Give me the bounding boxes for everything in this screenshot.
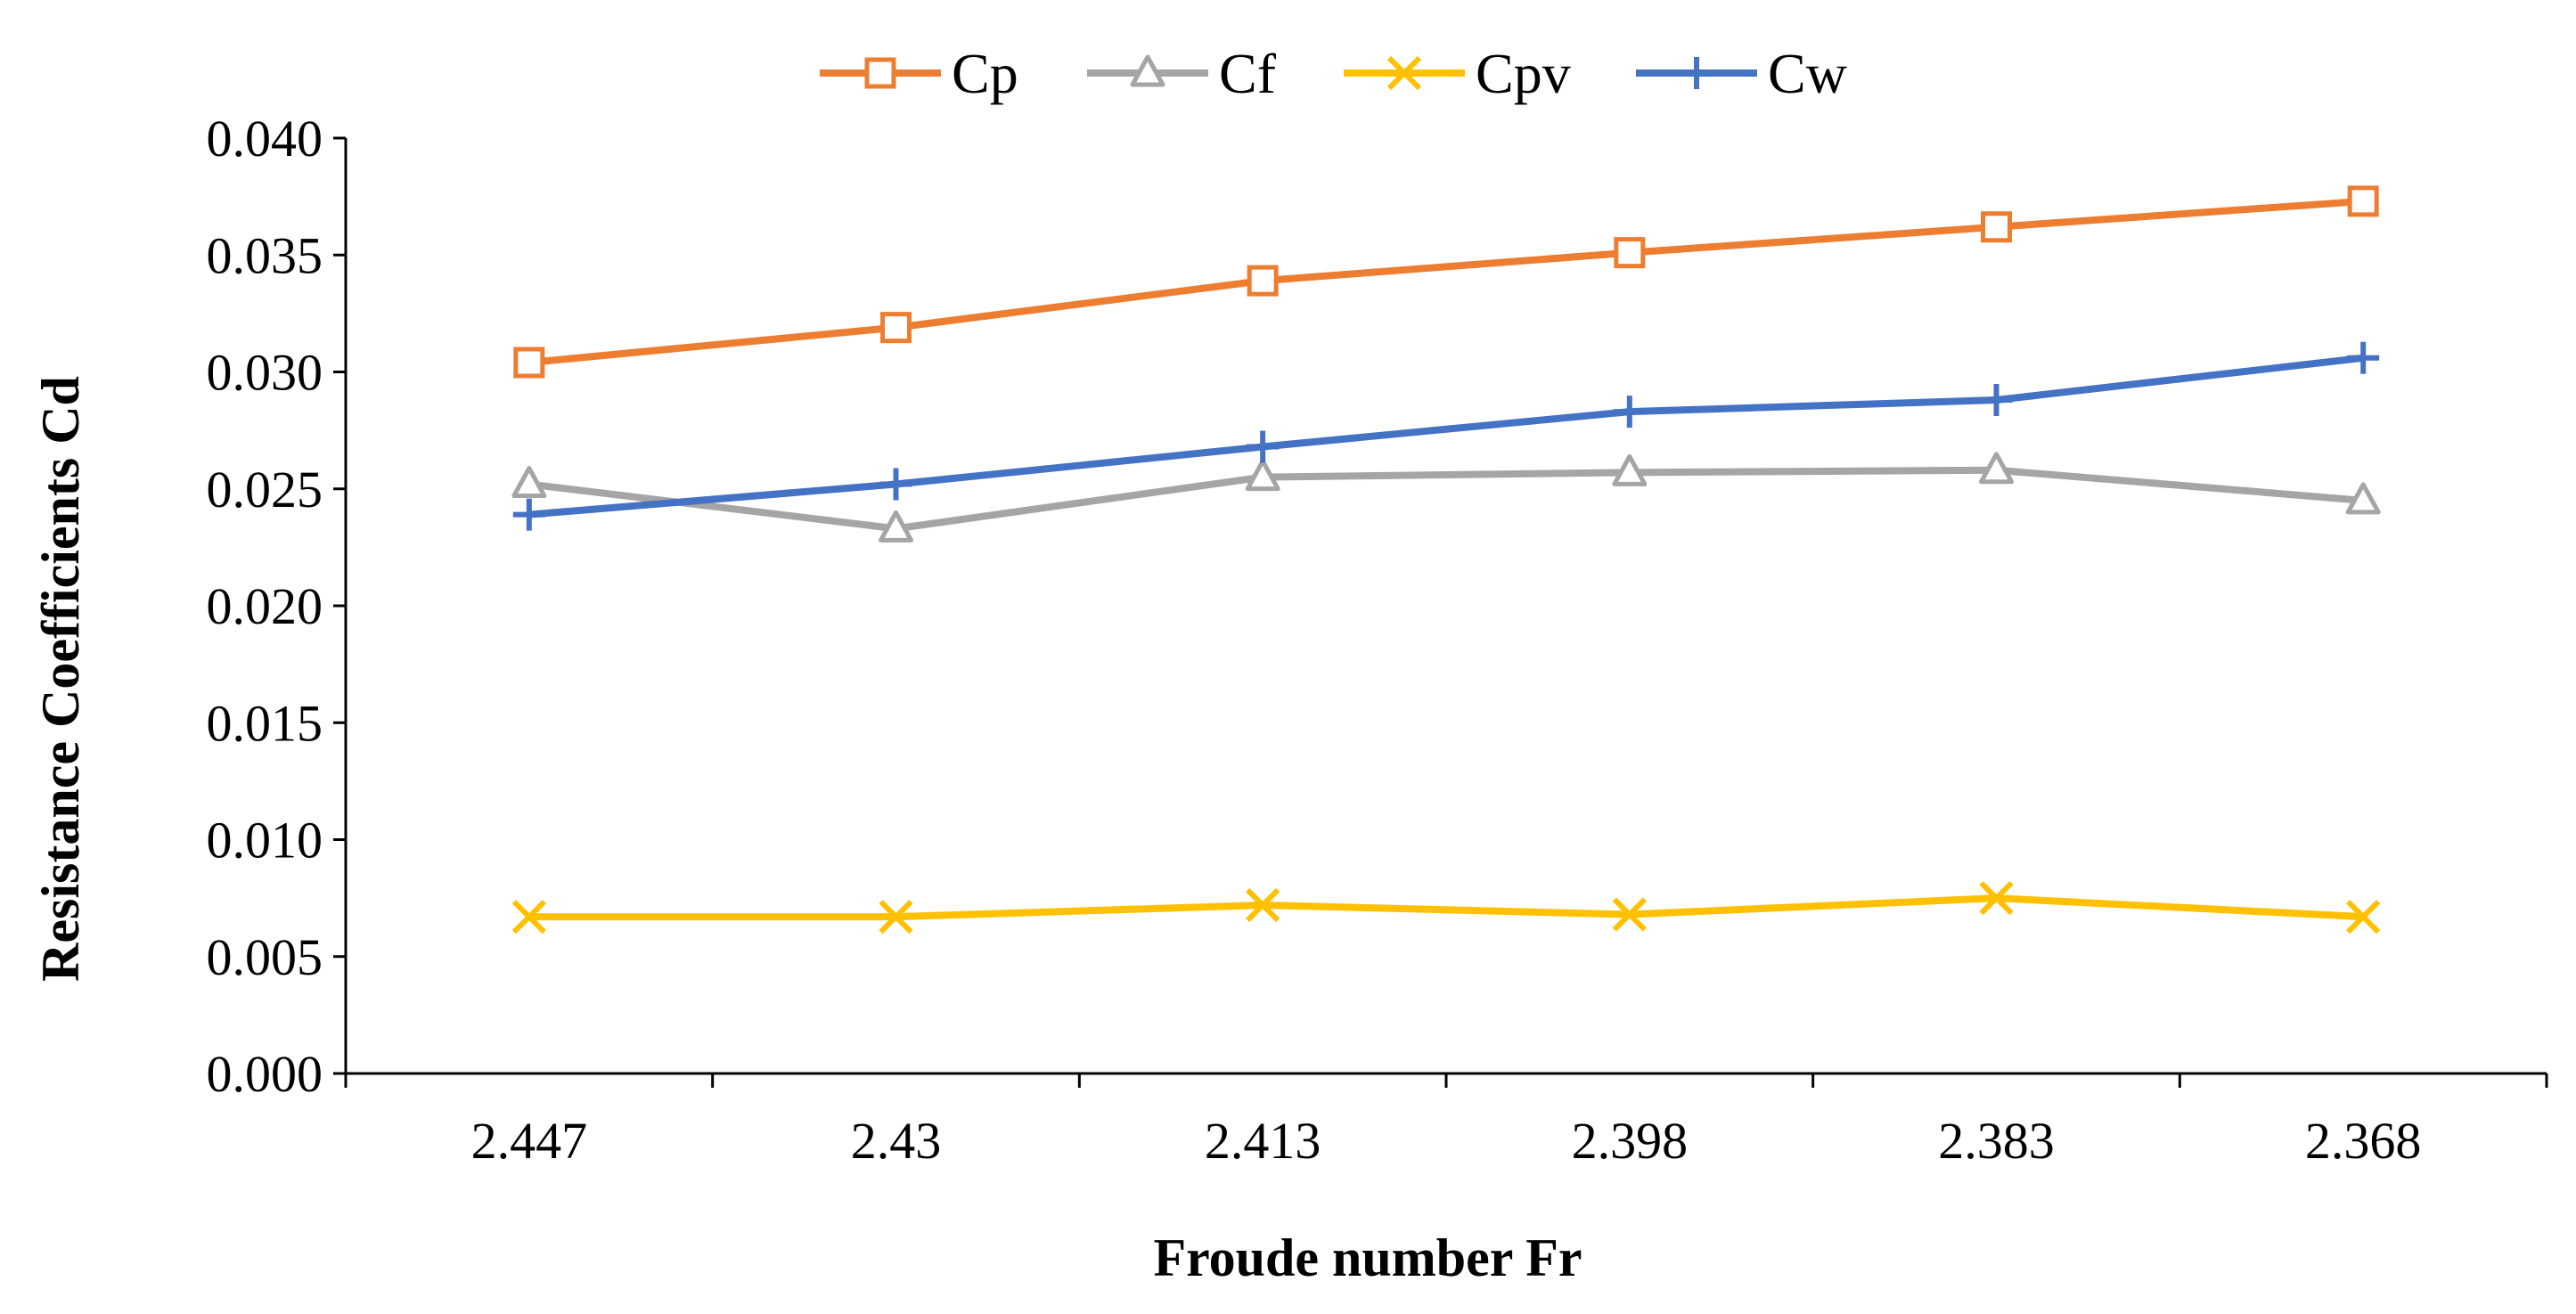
data-point-cp	[513, 347, 545, 379]
data-point-cpv	[511, 900, 546, 934]
legend-label-cpv: Cpv	[1476, 42, 1571, 105]
data-point-cpv	[879, 900, 913, 934]
y-tick-label: 0.005	[207, 928, 323, 986]
y-tick-label: 0.025	[207, 461, 323, 518]
data-point-cpv	[2346, 900, 2381, 934]
data-point-cw	[879, 468, 912, 501]
data-point-cf	[879, 510, 913, 543]
data-point-cw	[1247, 430, 1280, 463]
data-point-cpv	[1246, 887, 1280, 923]
data-point-cw	[512, 498, 545, 531]
y-tick-label: 0.035	[207, 226, 323, 284]
x-tick-label: 2.383	[1938, 1112, 2055, 1170]
legend-marker-cp	[864, 57, 896, 89]
data-point-cf	[1979, 452, 2014, 485]
legend-label-cp: Cp	[952, 42, 1018, 105]
axes: 0.000 0.005 0.010 0.015 0.020 0.025 0.030 0.035…	[207, 110, 2548, 1170]
data-point-cf	[1612, 453, 1648, 486]
x-tick-label: 2.368	[2305, 1112, 2422, 1170]
y-tick-label: 0.015	[207, 694, 323, 752]
legend-item-cf: Cf	[1087, 42, 1277, 105]
data-point-cp	[880, 312, 912, 344]
x-axis-title: Froude number Fr	[1153, 1228, 1582, 1287]
series-line-cp	[525, 197, 2367, 366]
legend-label-cw: Cw	[1768, 42, 1847, 105]
legend-label-cf: Cf	[1219, 42, 1277, 105]
y-tick-label: 0.020	[207, 577, 323, 635]
data-point-cw	[1613, 396, 1646, 428]
x-tick-label: 2.398	[1572, 1112, 1689, 1170]
y-tick-label: 0.000	[207, 1045, 323, 1103]
data-point-cf	[511, 466, 547, 498]
data-point-cf	[2345, 482, 2381, 515]
series-line-cf	[525, 466, 2367, 533]
data-point-cpv	[1979, 881, 2014, 916]
data-point-cw	[1980, 384, 2013, 416]
data-point-cp	[2347, 185, 2379, 217]
x-tick-label: 2.447	[471, 1112, 588, 1170]
y-tick-label: 0.040	[207, 110, 323, 167]
data-point-cf	[1245, 459, 1280, 492]
x-tick-label: 2.413	[1205, 1112, 1321, 1170]
data-point-cpv	[1612, 897, 1647, 932]
series-line-cpv	[525, 894, 2367, 921]
y-tick-label: 0.030	[207, 344, 323, 402]
legend-marker-cf	[1130, 54, 1165, 87]
data-point-cw	[2347, 341, 2380, 374]
y-axis-title: Resistance Coefficients Cd	[31, 376, 90, 982]
series-lines	[511, 185, 2381, 934]
data-point-cp	[1614, 237, 1646, 269]
data-point-cp	[1247, 265, 1279, 297]
data-point-cp	[1981, 211, 2012, 243]
legend-marker-cw	[1681, 57, 1713, 89]
legend-item-cw: Cw	[1636, 42, 1847, 105]
series-line-cw	[525, 354, 2367, 518]
legend-item-cp: Cp	[820, 42, 1018, 105]
x-tick-label: 2.43	[851, 1112, 942, 1170]
y-tick-label: 0.010	[207, 812, 323, 869]
legend: Cp Cf Cpv Cw	[820, 42, 1847, 105]
legend-marker-cpv	[1386, 55, 1422, 91]
legend-item-cpv: Cpv	[1344, 42, 1571, 105]
